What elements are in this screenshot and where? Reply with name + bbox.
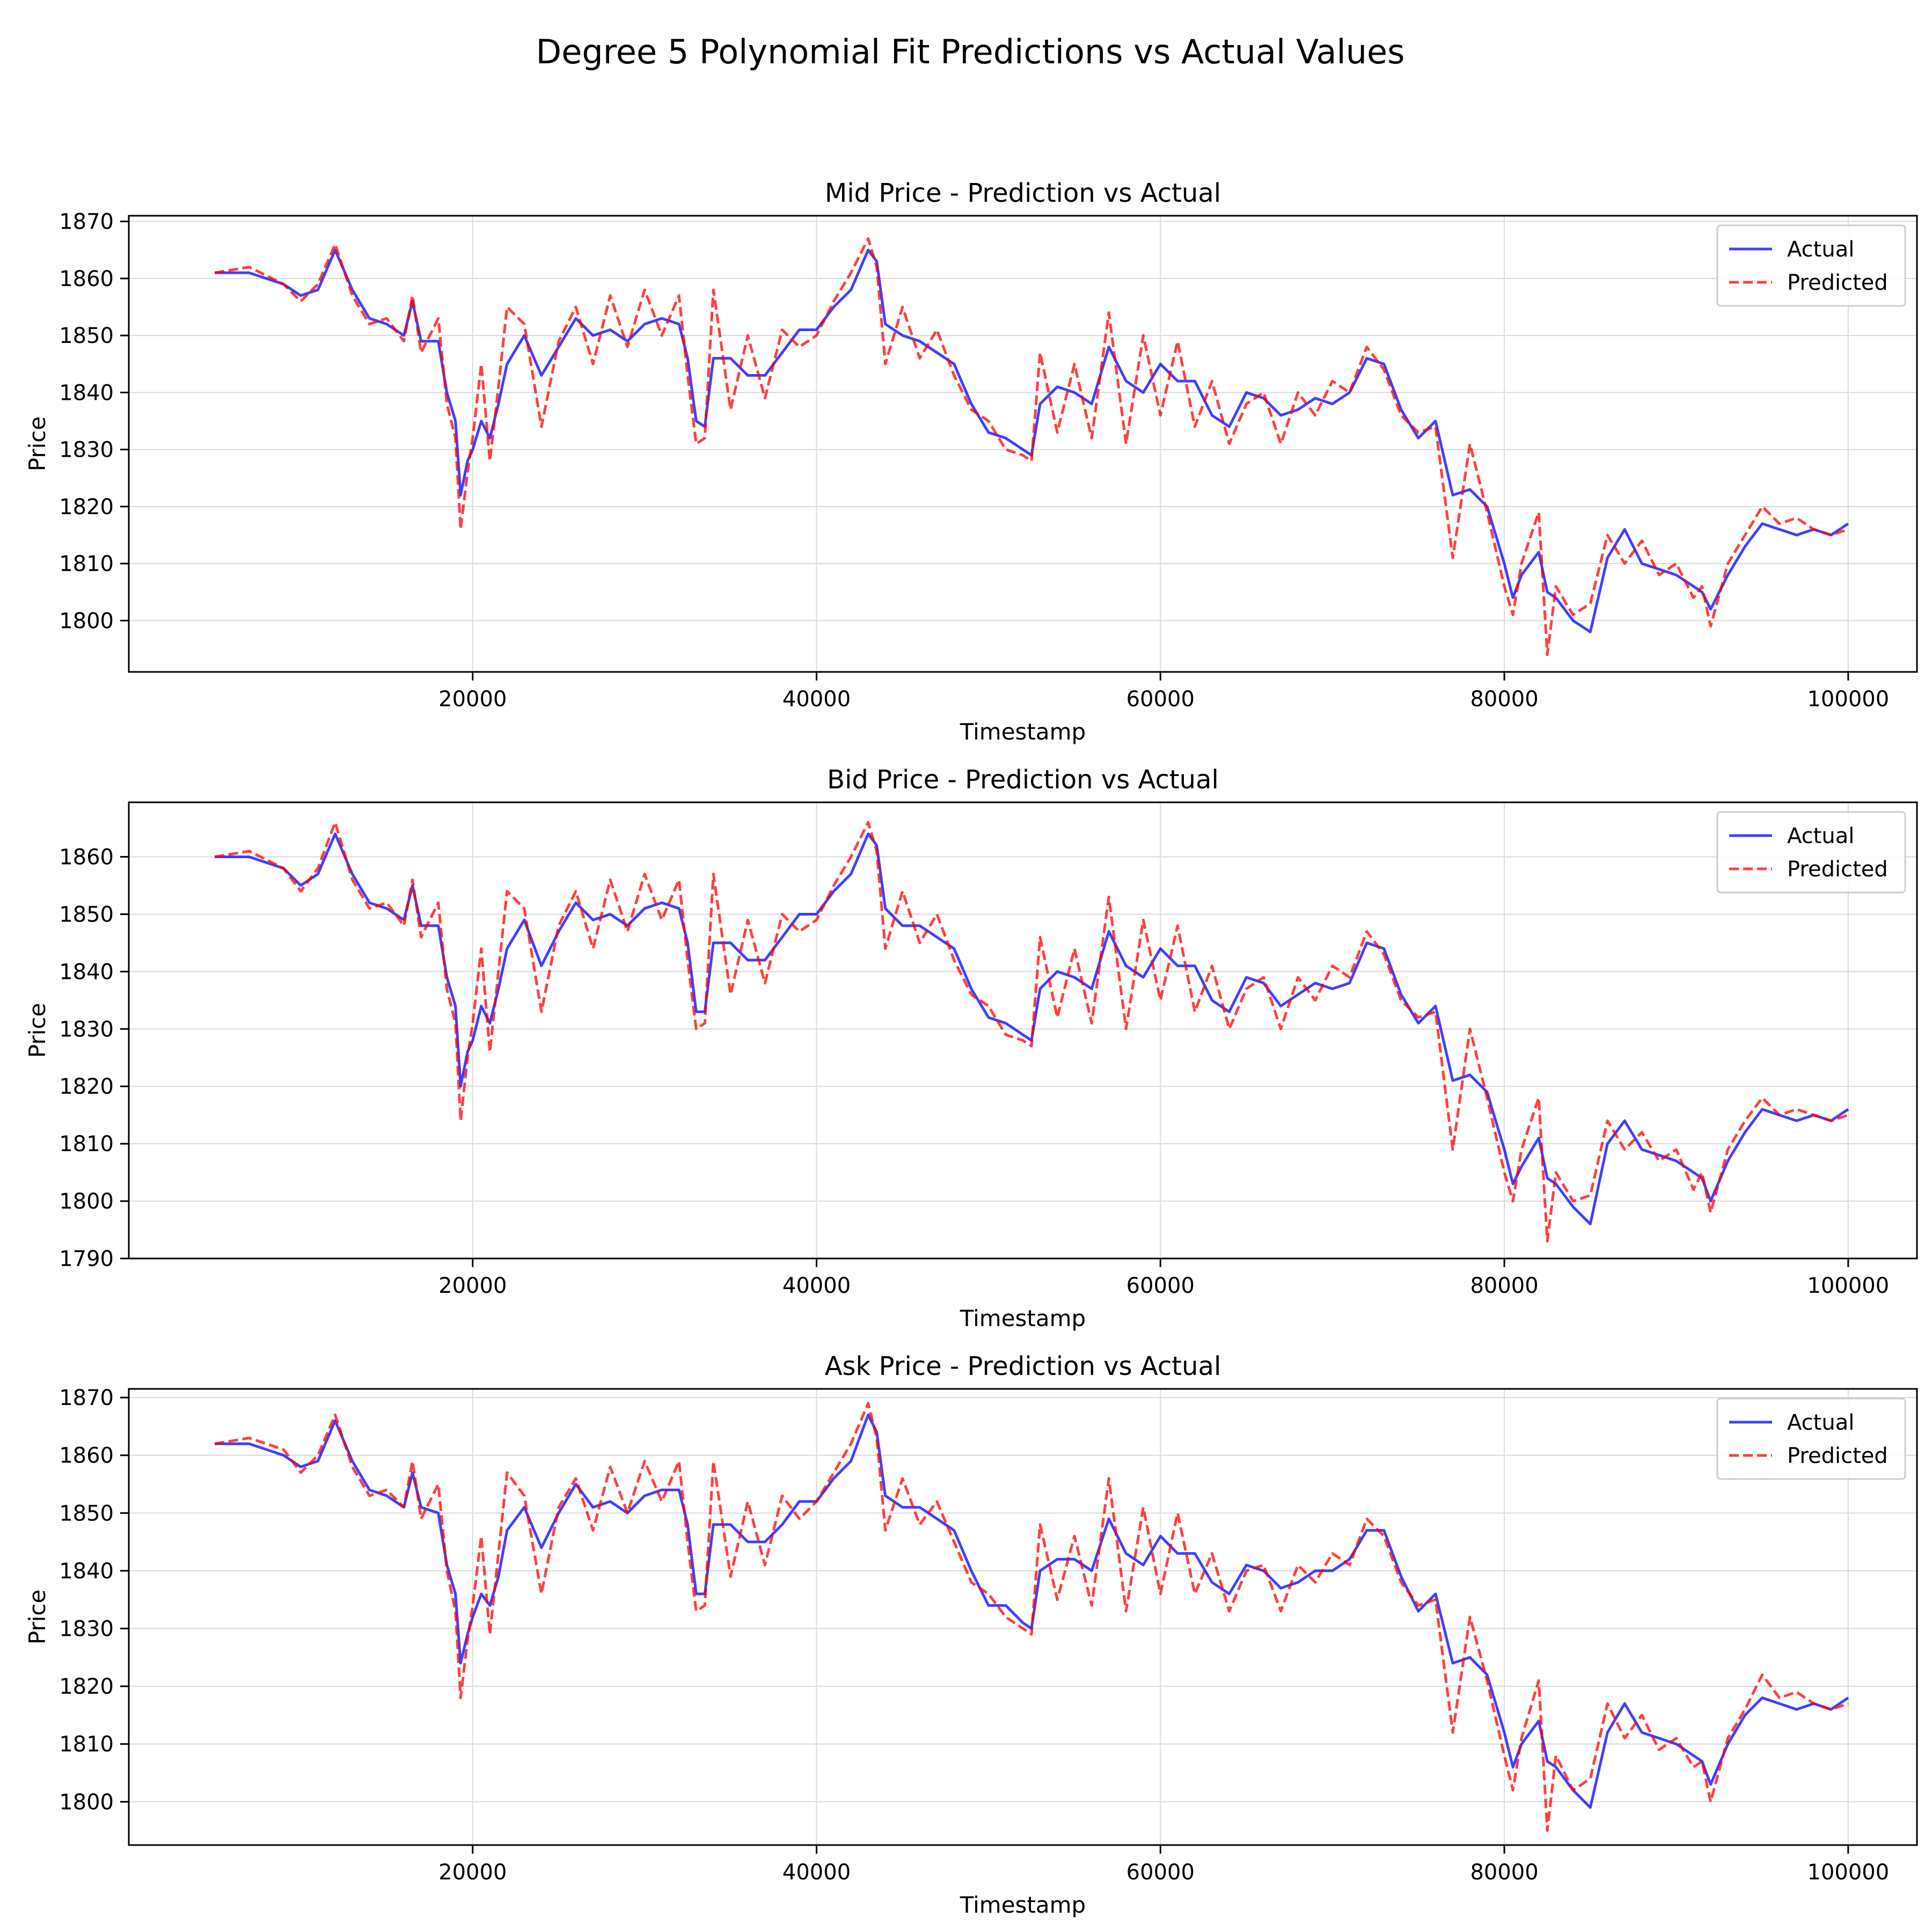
x-tick-label: 20000 — [438, 1860, 507, 1885]
y-tick-label: 1820 — [59, 495, 114, 519]
x-tick-label: 80000 — [1470, 687, 1538, 712]
x-tick-label: 40000 — [782, 1274, 851, 1298]
bid-price-panel: 20000 40000 60000 80000 100000 1790 1800 1810 18… — [24, 765, 1918, 1331]
x-axis-label: Timestamp — [960, 719, 1086, 745]
subplots-container: 20000 40000 60000 80000 100000 1800 1810 1820 18… — [24, 178, 1918, 1918]
y-tick-label: 1810 — [59, 1132, 114, 1157]
ask-price-axes-frame — [128, 1388, 1918, 1846]
y-tick-label: 1840 — [59, 380, 114, 405]
legend-box — [1716, 1397, 1906, 1480]
ask-price-plot-area — [129, 1389, 1917, 1845]
y-tick-label: 1850 — [59, 1501, 114, 1526]
mid-price-legend: Actual Predicted — [1716, 224, 1906, 307]
x-tick-label: 40000 — [782, 1860, 851, 1885]
actual-series-line — [215, 832, 1849, 1226]
mid-price-axes-frame — [128, 215, 1918, 673]
actual-legend-label: Actual — [1787, 824, 1854, 848]
x-axis-label: Timestamp — [960, 1892, 1086, 1918]
x-tick-label: 60000 — [1126, 1274, 1195, 1298]
y-tick-label: 1800 — [59, 1189, 114, 1214]
x-tick-label: 20000 — [438, 1274, 507, 1298]
actual-series-line — [215, 1413, 1849, 1809]
actual-series-line — [215, 248, 1849, 634]
y-tick-label: 1810 — [59, 552, 114, 576]
y-axis-label: Price — [24, 416, 50, 471]
y-tick-label: 1870 — [59, 1386, 114, 1410]
y-tick-label: 1860 — [59, 1444, 114, 1468]
predicted-legend-label: Predicted — [1787, 270, 1888, 295]
y-tick-label: 1860 — [59, 267, 114, 291]
x-tick-label: 100000 — [1807, 1860, 1889, 1885]
actual-legend-label: Actual — [1787, 237, 1854, 262]
x-tick-label: 80000 — [1470, 1274, 1538, 1298]
predicted-series-line — [214, 821, 1849, 1243]
bid-price-plot-area — [129, 802, 1917, 1258]
bid-price-subplot-title: Bid Price - Prediction vs Actual — [827, 765, 1219, 795]
x-tick-label: 20000 — [438, 687, 507, 712]
y-tick-label: 1850 — [59, 902, 114, 927]
y-tick-label: 1870 — [59, 210, 114, 235]
y-tick-label: 1800 — [59, 1790, 114, 1814]
x-tick-label: 80000 — [1470, 1860, 1538, 1885]
legend-box — [1716, 811, 1906, 894]
x-tick-label: 40000 — [782, 687, 851, 712]
y-tick-label: 1810 — [59, 1732, 114, 1757]
y-tick-label: 1850 — [59, 324, 114, 348]
x-axis-label: Timestamp — [960, 1305, 1086, 1331]
x-tick-label: 60000 — [1126, 1860, 1195, 1885]
y-tick-label: 1790 — [59, 1247, 114, 1271]
ask-price-legend: Actual Predicted — [1716, 1397, 1906, 1480]
predicted-series-line — [214, 237, 1849, 656]
mid-price-plot-area — [129, 216, 1917, 672]
actual-legend-label: Actual — [1787, 1410, 1854, 1435]
mid-price-subplot-title: Mid Price - Prediction vs Actual — [825, 178, 1221, 208]
mid-price-panel: 20000 40000 60000 80000 100000 1800 1810 1820 18… — [24, 178, 1918, 745]
bid-price-legend: Actual Predicted — [1716, 811, 1906, 894]
predicted-legend-label: Predicted — [1787, 857, 1888, 882]
x-tick-label: 60000 — [1126, 687, 1195, 712]
y-tick-label: 1800 — [59, 609, 114, 633]
y-axis-label: Price — [24, 1003, 50, 1058]
y-tick-label: 1830 — [59, 1017, 114, 1042]
predicted-legend-label: Predicted — [1787, 1444, 1888, 1468]
figure-title: Degree 5 Polynomial Fit Predictions vs A… — [536, 32, 1405, 71]
ask-price-subplot-title: Ask Price - Prediction vs Actual — [825, 1351, 1221, 1381]
bid-price-axes-frame — [128, 801, 1918, 1260]
y-tick-label: 1820 — [59, 1074, 114, 1099]
y-tick-label: 1830 — [59, 438, 114, 463]
y-tick-label: 1840 — [59, 1559, 114, 1584]
y-axis-label: Price — [24, 1590, 50, 1644]
x-tick-label: 100000 — [1807, 1274, 1889, 1298]
y-tick-label: 1830 — [59, 1617, 114, 1642]
y-tick-label: 1860 — [59, 845, 114, 870]
x-tick-label: 100000 — [1807, 687, 1889, 712]
legend-box — [1716, 224, 1906, 307]
ask-price-panel: 20000 40000 60000 80000 100000 1800 1810 1820 18… — [24, 1351, 1918, 1918]
y-tick-label: 1820 — [59, 1674, 114, 1699]
y-tick-label: 1840 — [59, 960, 114, 984]
predicted-series-line — [214, 1402, 1849, 1832]
